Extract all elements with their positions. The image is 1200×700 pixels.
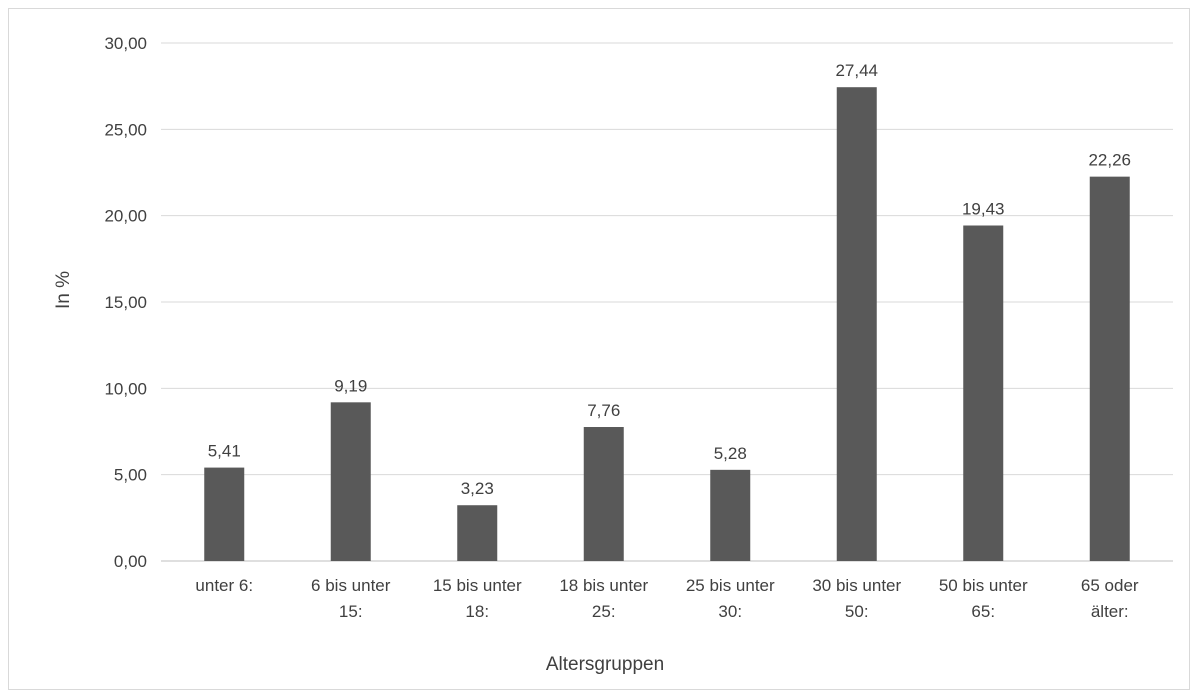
y-tick-label: 15,00 <box>104 293 147 312</box>
x-category-label: unter 6: <box>195 576 253 595</box>
x-category-label: 6 bis unter 15: <box>311 576 391 621</box>
y-tick-label: 0,00 <box>114 552 147 571</box>
chart-frame: 0,00 5,00 10,00 15,00 20,00 25,00 30,00 5,41 9,… <box>8 8 1190 690</box>
bar <box>963 225 1004 561</box>
data-label: 3,23 <box>461 479 494 498</box>
x-axis-categories: unter 6: 6 bis unter 15: 15 bis unter 18: 18 … <box>195 576 1138 621</box>
y-tick-label: 25,00 <box>104 120 147 139</box>
y-tick-label: 5,00 <box>114 466 147 485</box>
data-label: 22,26 <box>1088 151 1131 170</box>
bar <box>457 505 498 561</box>
bar <box>583 427 624 561</box>
data-label: 9,19 <box>334 376 367 395</box>
data-label: 5,41 <box>208 442 241 461</box>
y-tick-label: 30,00 <box>104 34 147 53</box>
x-category-label: 15 bis unter 18: <box>433 576 522 621</box>
y-axis-title: In % <box>53 271 74 309</box>
data-labels: 5,41 9,19 3,23 7,76 5,28 27,44 19,43 22,26 <box>208 61 1131 498</box>
bar <box>1089 176 1130 562</box>
x-category-label: 25 bis unter 30: <box>686 576 775 621</box>
bar <box>204 467 245 561</box>
data-label: 19,43 <box>962 200 1005 219</box>
y-tick-label: 10,00 <box>104 379 147 398</box>
data-label: 5,28 <box>714 444 747 463</box>
bars <box>204 87 1130 562</box>
y-tick-label: 20,00 <box>104 207 147 226</box>
bar <box>836 87 877 561</box>
data-label: 27,44 <box>835 61 878 80</box>
x-category-label: 50 bis unter 65: <box>939 576 1028 621</box>
x-axis-title: Altersgruppen <box>546 654 664 675</box>
bar <box>330 402 371 561</box>
x-category-label: 65 oder älter: <box>1081 576 1139 621</box>
data-label: 7,76 <box>587 401 620 420</box>
x-category-label: 18 bis unter 25: <box>559 576 648 621</box>
y-axis-ticks: 0,00 5,00 10,00 15,00 20,00 25,00 30,00 <box>104 34 147 571</box>
bar <box>710 469 751 561</box>
gridlines <box>161 42 1173 562</box>
bar-chart: 0,00 5,00 10,00 15,00 20,00 25,00 30,00 5,41 9,… <box>53 34 1173 675</box>
x-category-label: 30 bis unter 50: <box>812 576 901 621</box>
